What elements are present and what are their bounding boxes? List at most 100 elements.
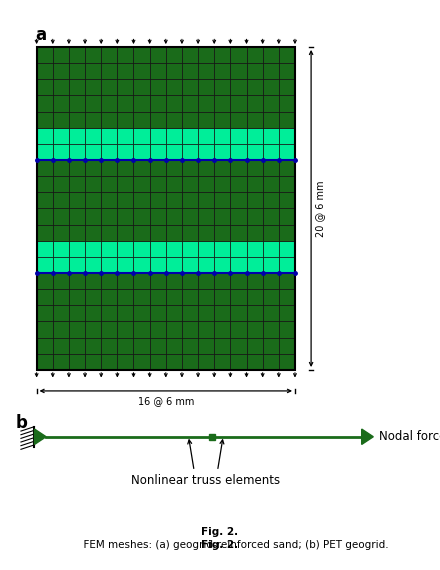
- Bar: [150, 257, 166, 273]
- Bar: [53, 160, 69, 176]
- Bar: [263, 128, 279, 144]
- Bar: [150, 160, 166, 176]
- Bar: [214, 354, 231, 370]
- Bar: [263, 112, 279, 128]
- Bar: [69, 192, 85, 209]
- Bar: [101, 112, 117, 128]
- Bar: [279, 306, 295, 321]
- Text: Fig. 2.: Fig. 2.: [202, 540, 238, 551]
- Bar: [182, 209, 198, 225]
- Bar: [37, 209, 53, 225]
- Bar: [182, 160, 198, 176]
- Bar: [263, 289, 279, 306]
- Bar: [117, 225, 133, 241]
- Bar: [117, 257, 133, 273]
- Bar: [85, 47, 101, 63]
- Bar: [117, 63, 133, 79]
- Bar: [85, 225, 101, 241]
- Bar: [85, 306, 101, 321]
- Bar: [246, 95, 263, 112]
- Bar: [37, 95, 53, 112]
- Bar: [198, 306, 214, 321]
- Bar: [166, 306, 182, 321]
- Bar: [231, 257, 246, 273]
- Bar: [150, 47, 166, 63]
- Bar: [37, 192, 53, 209]
- Bar: [214, 209, 231, 225]
- Bar: [214, 257, 231, 273]
- Bar: [53, 79, 69, 95]
- Bar: [150, 241, 166, 257]
- Bar: [53, 192, 69, 209]
- Bar: [37, 273, 53, 289]
- Bar: [69, 79, 85, 95]
- Bar: [133, 354, 150, 370]
- Bar: [263, 79, 279, 95]
- Bar: [69, 47, 85, 63]
- Bar: [37, 112, 53, 128]
- Text: b: b: [15, 414, 27, 433]
- Bar: [166, 176, 182, 192]
- Bar: [231, 337, 246, 354]
- Bar: [117, 321, 133, 337]
- Bar: [150, 306, 166, 321]
- Bar: [198, 273, 214, 289]
- Bar: [150, 209, 166, 225]
- Bar: [166, 112, 182, 128]
- Bar: [198, 192, 214, 209]
- Bar: [117, 160, 133, 176]
- Bar: [182, 128, 198, 144]
- Bar: [246, 321, 263, 337]
- Bar: [133, 176, 150, 192]
- Text: Nonlinear truss elements: Nonlinear truss elements: [131, 474, 280, 487]
- Bar: [37, 257, 53, 273]
- Bar: [279, 354, 295, 370]
- Bar: [263, 225, 279, 241]
- Bar: [101, 241, 117, 257]
- Bar: [263, 337, 279, 354]
- Bar: [133, 144, 150, 160]
- Bar: [53, 63, 69, 79]
- Bar: [101, 306, 117, 321]
- Bar: [231, 321, 246, 337]
- Text: Nodal force: Nodal force: [379, 430, 440, 443]
- Bar: [69, 289, 85, 306]
- Bar: [37, 337, 53, 354]
- Bar: [231, 144, 246, 160]
- Bar: [101, 337, 117, 354]
- Bar: [101, 79, 117, 95]
- Bar: [279, 192, 295, 209]
- Bar: [53, 241, 69, 257]
- Bar: [214, 321, 231, 337]
- Bar: [69, 128, 85, 144]
- Bar: [246, 79, 263, 95]
- Bar: [231, 209, 246, 225]
- Bar: [117, 192, 133, 209]
- Bar: [53, 128, 69, 144]
- Bar: [85, 273, 101, 289]
- Bar: [69, 112, 85, 128]
- Bar: [150, 321, 166, 337]
- Bar: [37, 225, 53, 241]
- Bar: [166, 354, 182, 370]
- Bar: [263, 241, 279, 257]
- Bar: [182, 337, 198, 354]
- Bar: [231, 47, 246, 63]
- Bar: [214, 273, 231, 289]
- Bar: [166, 95, 182, 112]
- Bar: [117, 241, 133, 257]
- Bar: [246, 160, 263, 176]
- Bar: [133, 273, 150, 289]
- Bar: [133, 209, 150, 225]
- Bar: [214, 241, 231, 257]
- Bar: [166, 144, 182, 160]
- Bar: [246, 128, 263, 144]
- Bar: [133, 321, 150, 337]
- Bar: [246, 144, 263, 160]
- Bar: [214, 63, 231, 79]
- Bar: [214, 112, 231, 128]
- Bar: [53, 225, 69, 241]
- Bar: [214, 225, 231, 241]
- Bar: [133, 79, 150, 95]
- Bar: [117, 47, 133, 63]
